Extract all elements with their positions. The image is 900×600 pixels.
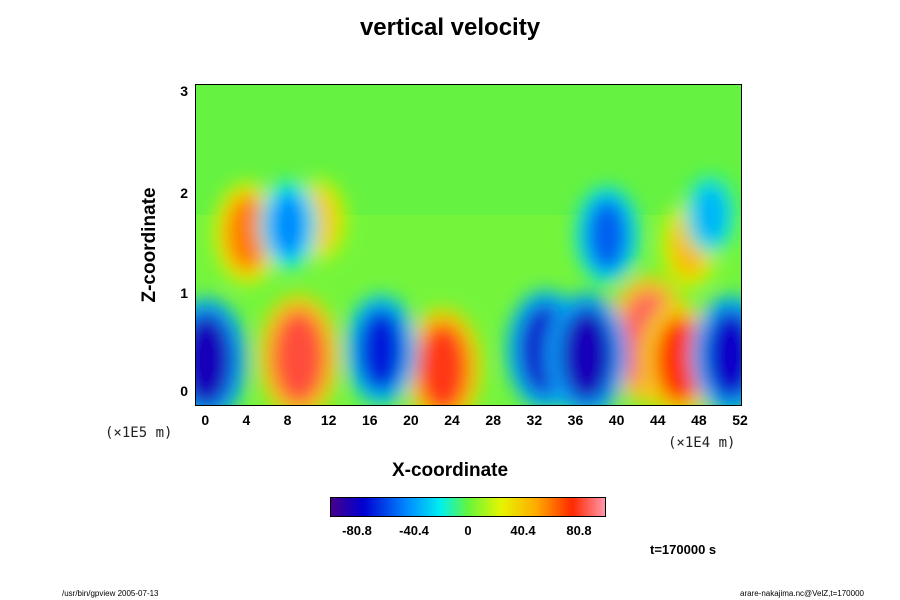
x-tick: 36 [567, 412, 584, 428]
x-tick: 20 [403, 412, 419, 428]
colorbar-tick: 40.4 [510, 523, 536, 538]
colorbar-tick: 80.8 [566, 523, 592, 538]
footer-right: arare-nakajima.nc@VelZ,t=170000 [740, 589, 864, 598]
feature-core [654, 315, 705, 405]
y-tick: 1 [180, 285, 188, 301]
feature-core [586, 197, 629, 273]
colorbar-tick: -40.4 [399, 523, 429, 538]
colorbar [330, 497, 606, 517]
heatmap-svg [196, 85, 741, 405]
time-annotation: t=170000 s [650, 542, 717, 557]
y-unit-label: (×1E5 m) [105, 425, 173, 441]
colorbar-tick: 0 [464, 523, 472, 538]
feature-core [269, 191, 308, 259]
feature-core [416, 322, 469, 405]
y-tick: 0 [180, 383, 188, 399]
x-tick: 32 [526, 412, 543, 428]
footer-left: /usr/bin/gpview 2005-07-13 [62, 589, 159, 598]
feature-core [704, 309, 741, 401]
feature-core [693, 184, 728, 246]
x-tick: 8 [283, 412, 292, 428]
y-tick: 2 [180, 185, 188, 201]
plot-area [195, 84, 742, 406]
x-tick: 4 [242, 412, 251, 428]
x-tick: 16 [362, 412, 378, 428]
feature-core [225, 194, 270, 272]
y-tick: 3 [180, 83, 188, 99]
x-axis-label: X-coordinate [391, 460, 509, 481]
x-tick: 44 [649, 412, 666, 428]
feature-core [559, 307, 614, 403]
x-tick: 52 [732, 412, 748, 428]
x-tick: 24 [444, 412, 460, 428]
x-tick: 0 [201, 412, 210, 428]
x-tick: 40 [608, 412, 625, 428]
feature-core [357, 307, 406, 393]
x-unit-label: (×1E4 m) [668, 435, 736, 451]
x-tick: 28 [485, 412, 501, 428]
feature-core [196, 312, 234, 405]
y-axis-label: Z-coordinate [139, 187, 160, 303]
x-tick: 12 [320, 412, 337, 428]
chart-title: vertical velocity [359, 14, 541, 41]
colorbar-tick: -80.8 [342, 523, 372, 538]
x-tick: 48 [691, 412, 707, 428]
feature-core [271, 309, 326, 405]
